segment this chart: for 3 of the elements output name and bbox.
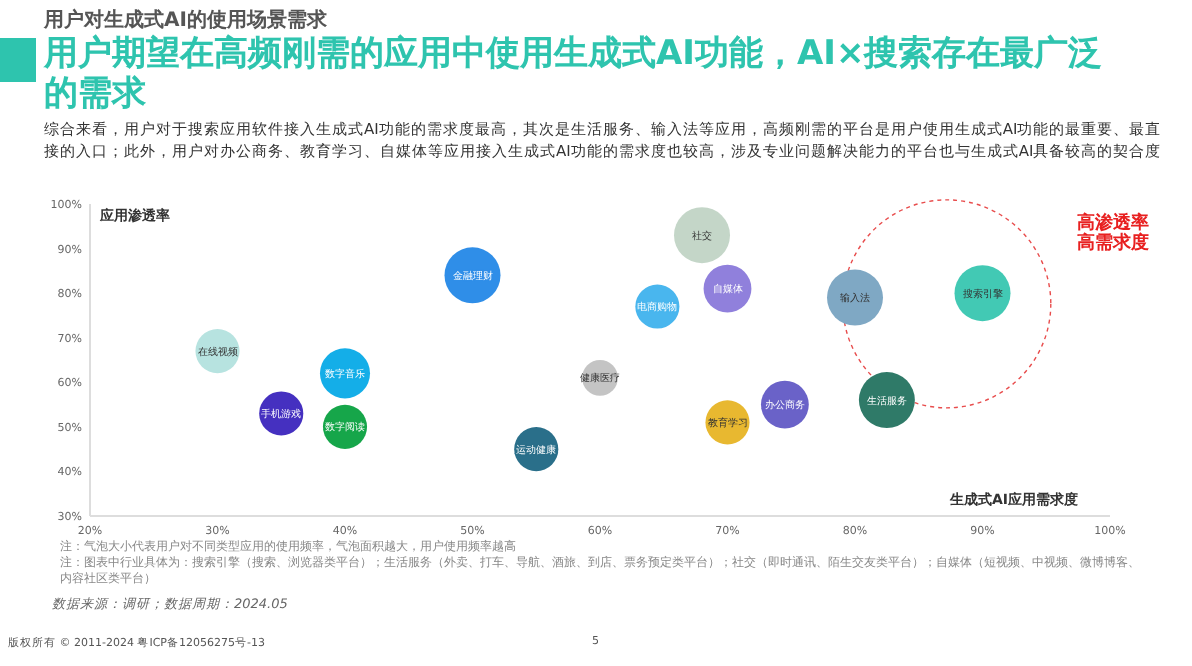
chart-title: 用户期望在高频刚需的应用中使用生成式AI功能，AI×搜索存在最广泛的需求 xyxy=(44,34,1105,114)
text: 用户对生成式AI的使用场景需求 xyxy=(44,6,327,34)
annotation: 高渗透率高需求度 xyxy=(1074,214,1151,254)
